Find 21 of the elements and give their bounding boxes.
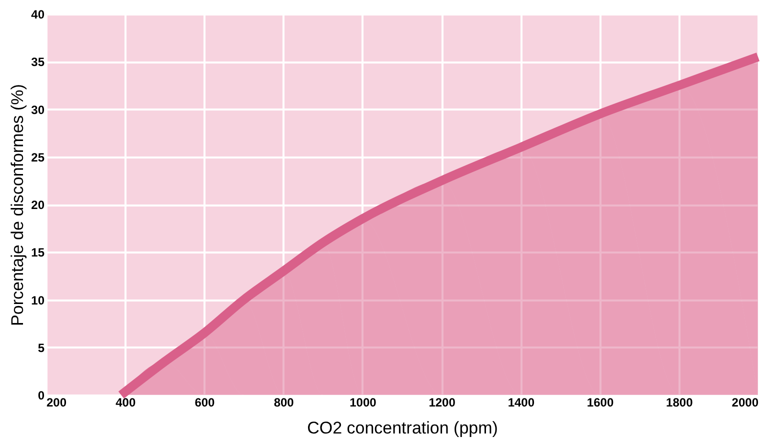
y-tick-label: 15 bbox=[31, 246, 45, 260]
y-tick-label: 5 bbox=[38, 340, 45, 355]
x-tick-label: 1200 bbox=[428, 396, 456, 410]
y-tick-label: 35 bbox=[31, 55, 45, 70]
x-tick-label: 1800 bbox=[666, 396, 694, 410]
x-tick-label: 1000 bbox=[350, 396, 377, 410]
y-axis-title: Porcentaje de disconformes (%) bbox=[8, 84, 28, 326]
x-tick-label: 2000 bbox=[732, 396, 759, 410]
y-tick-label: 10 bbox=[31, 293, 45, 308]
y-tick-label: 40 bbox=[31, 8, 45, 22]
x-tick-label: 800 bbox=[274, 396, 294, 410]
x-axis-title: CO2 concentration (ppm) bbox=[307, 418, 498, 438]
x-tick-label: 200 bbox=[46, 396, 67, 410]
x-tick-label: 600 bbox=[194, 396, 216, 410]
y-tick-label: 25 bbox=[31, 150, 45, 164]
y-tick-label: 30 bbox=[31, 102, 45, 117]
x-tick-label: 1600 bbox=[586, 396, 614, 410]
x-tick-label: 1400 bbox=[508, 396, 535, 410]
y-tick-label: 0 bbox=[38, 388, 45, 402]
x-tick-label: 400 bbox=[116, 396, 136, 410]
y-tick-label: 20 bbox=[31, 198, 45, 212]
